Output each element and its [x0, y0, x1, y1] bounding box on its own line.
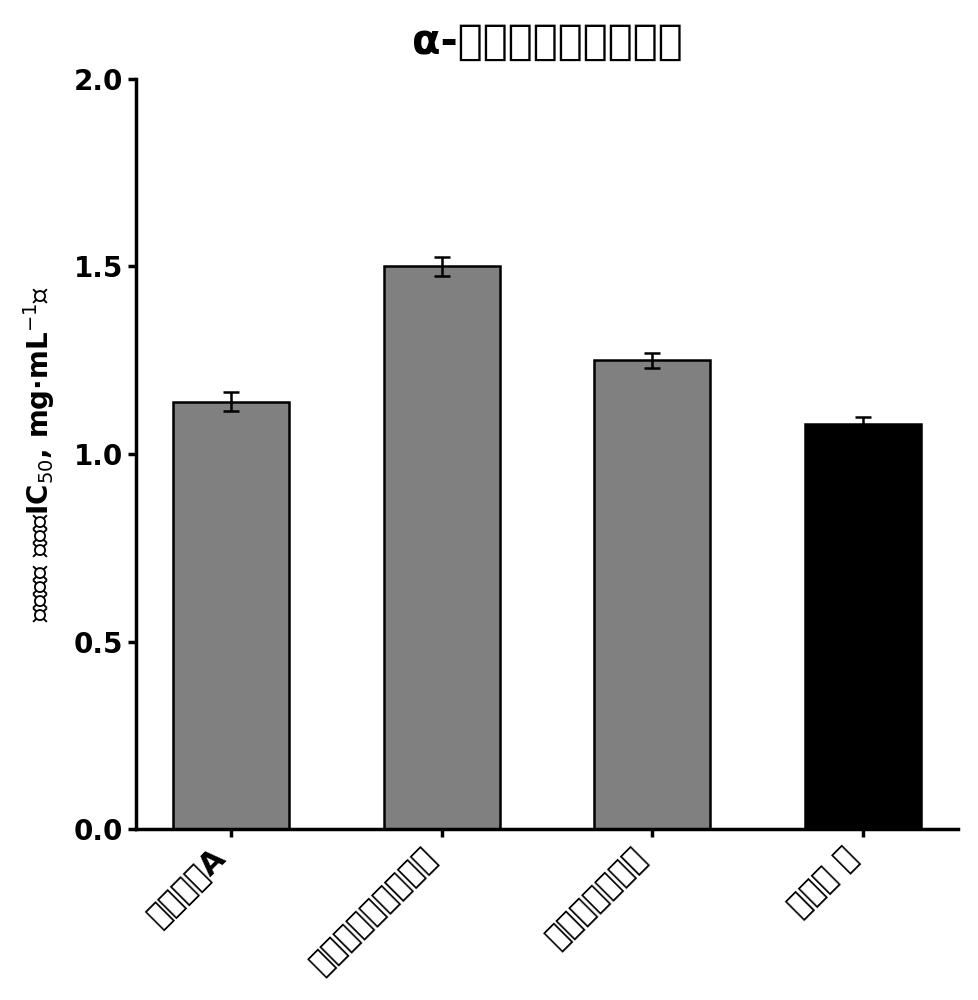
Bar	[804, 424, 920, 829]
Bar	[383, 266, 499, 829]
Bar	[173, 402, 289, 829]
Y-axis label: 半数抑制 浓度（IC$_{50}$, mg·mL$^{-1}$）: 半数抑制 浓度（IC$_{50}$, mg·mL$^{-1}$）	[21, 286, 57, 622]
Title: α-葡萄糖苷酶抑制活性: α-葡萄糖苷酶抑制活性	[412, 21, 682, 63]
Bar	[594, 360, 710, 829]
